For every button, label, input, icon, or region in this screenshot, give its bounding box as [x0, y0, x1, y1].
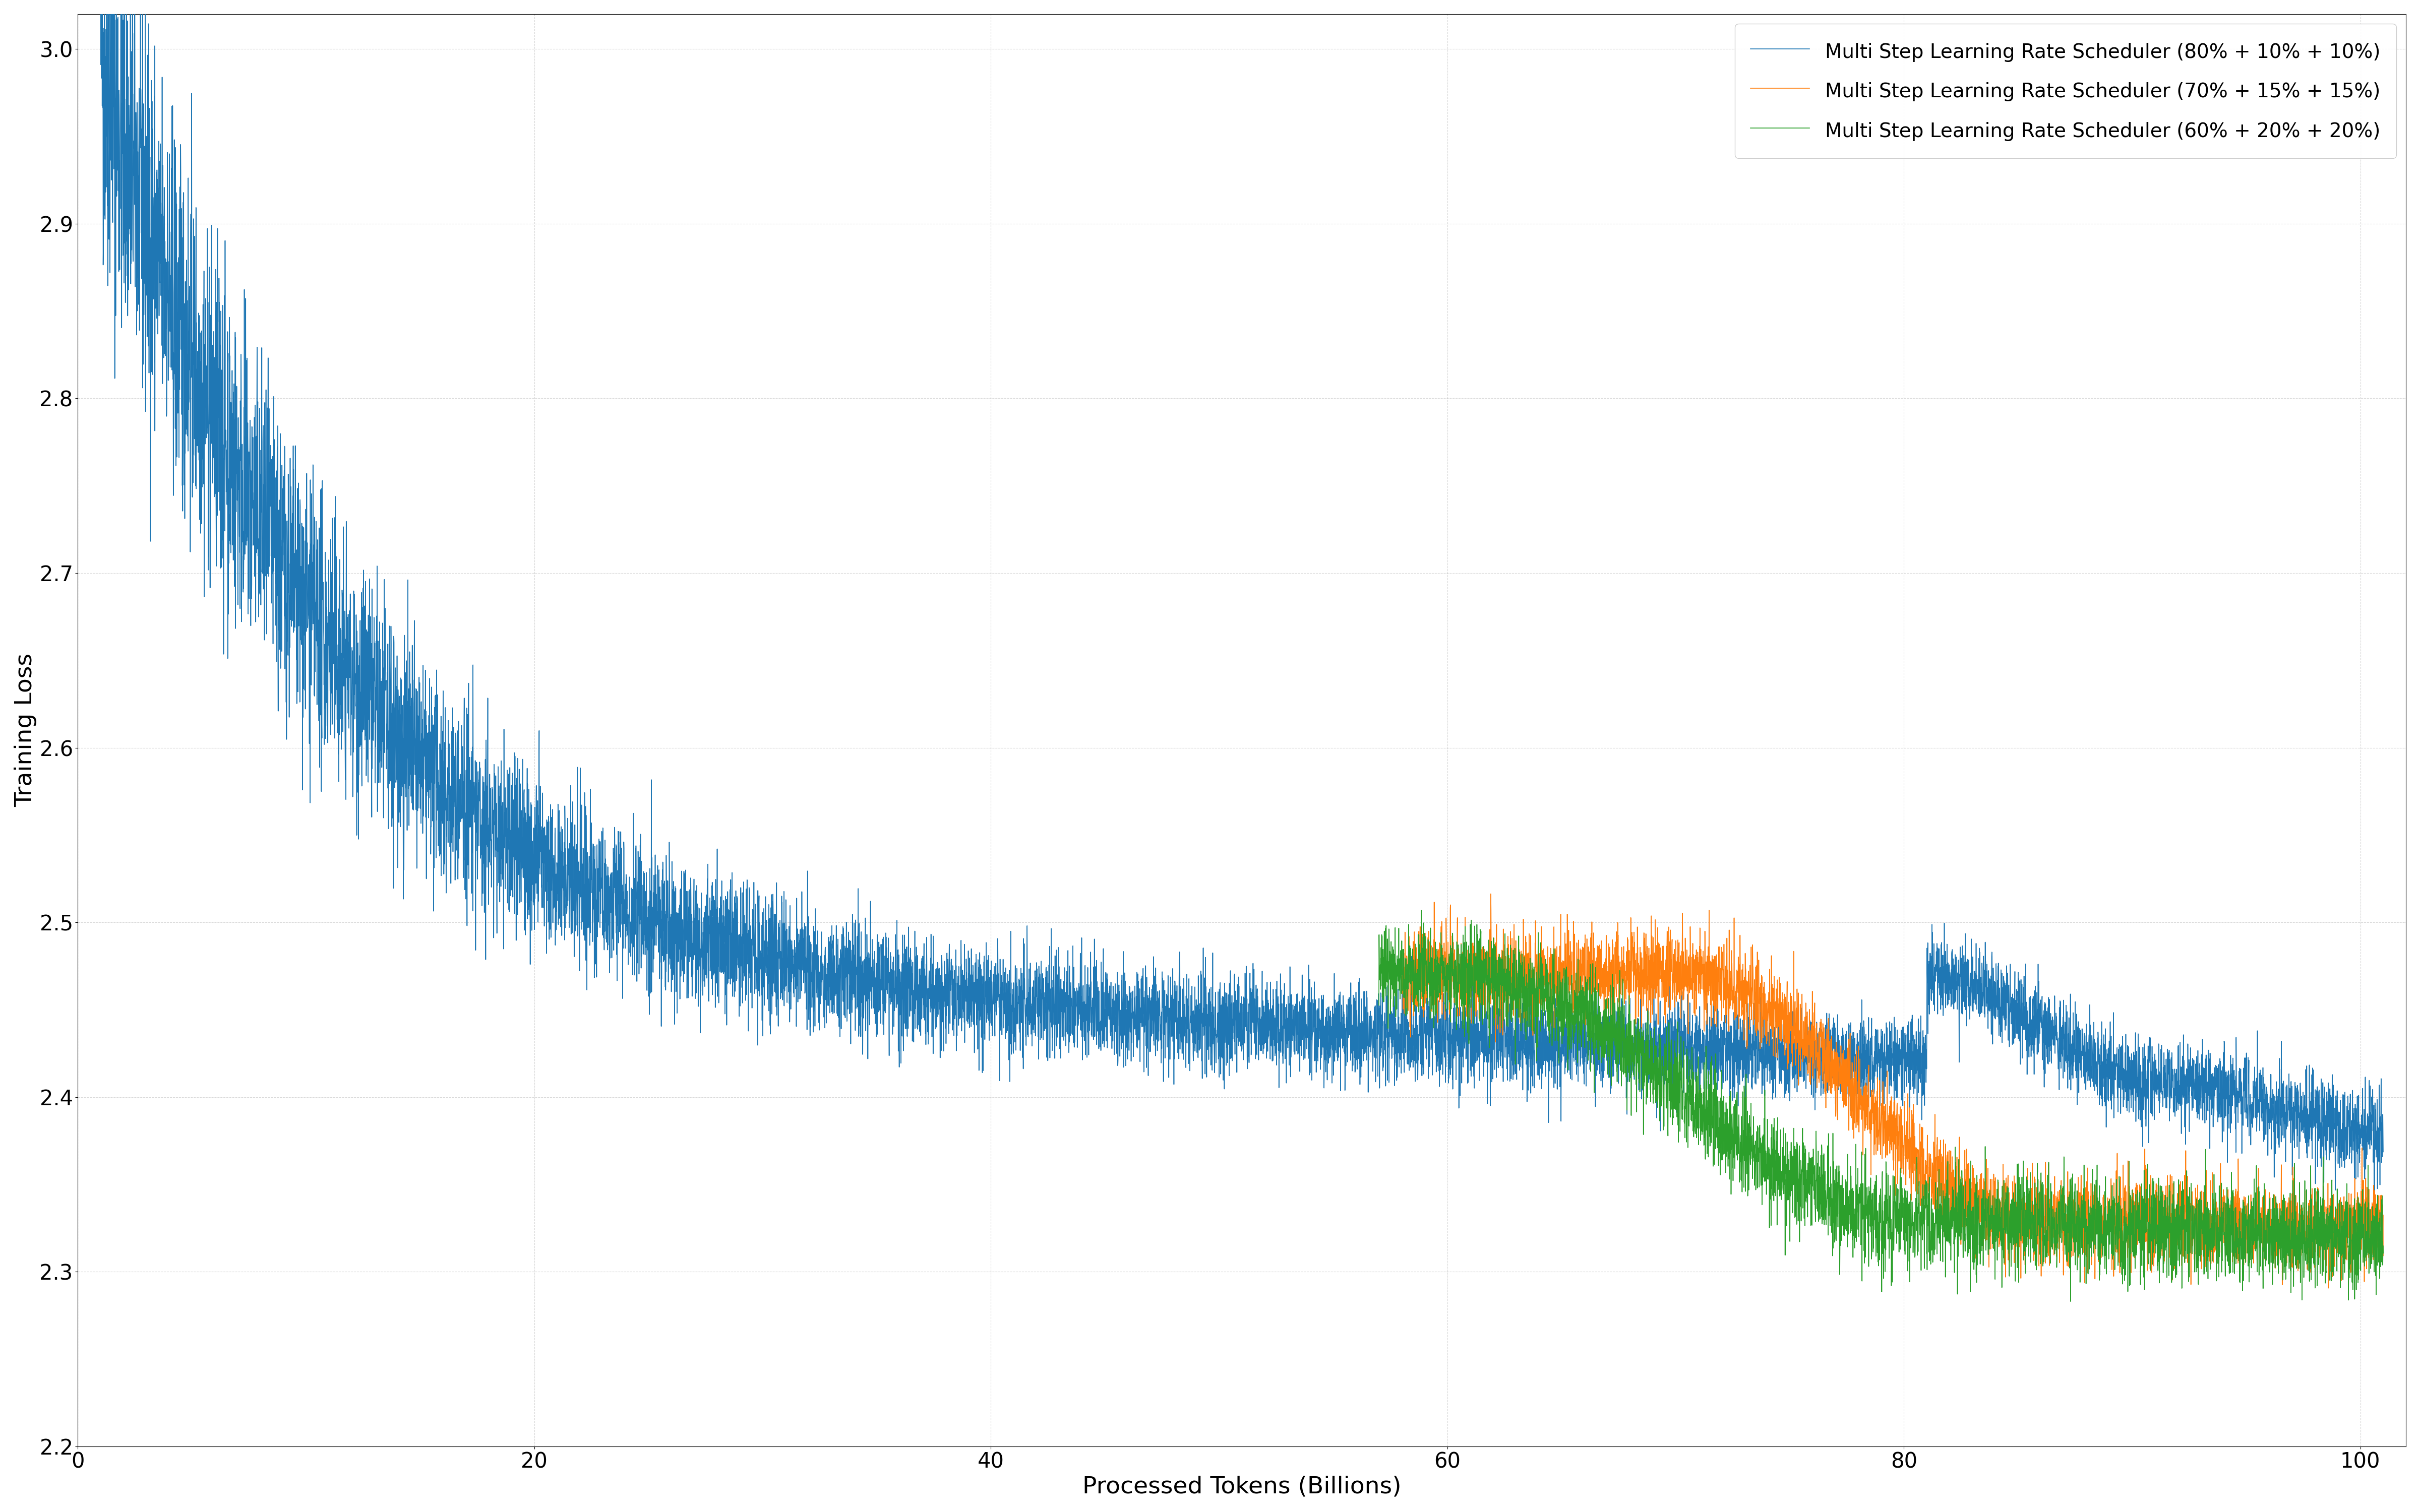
Multi Step Learning Rate Scheduler (70% + 15% + 15%)	[2369, 1207, 2398, 1225]
Multi Step Learning Rate Scheduler (80% + 10% + 10%)	[2369, 1143, 2398, 1161]
Multi Step Learning Rate Scheduler (60% + 20% + 20%)	[1967, 1190, 1996, 1208]
Y-axis label: Training Loss: Training Loss	[15, 653, 36, 807]
Multi Step Learning Rate Scheduler (70% + 15% + 15%)	[1861, 1145, 1890, 1163]
Multi Step Learning Rate Scheduler (80% + 10% + 10%)	[2360, 1185, 2389, 1204]
Line: Multi Step Learning Rate Scheduler (80% + 10% + 10%): Multi Step Learning Rate Scheduler (80% …	[102, 0, 2384, 1194]
Multi Step Learning Rate Scheduler (70% + 15% + 15%)	[1406, 930, 1435, 948]
Multi Step Learning Rate Scheduler (80% + 10% + 10%)	[426, 776, 455, 794]
X-axis label: Processed Tokens (Billions): Processed Tokens (Billions)	[1082, 1476, 1401, 1498]
Multi Step Learning Rate Scheduler (60% + 20% + 20%)	[2190, 1201, 2219, 1219]
Multi Step Learning Rate Scheduler (70% + 15% + 15%)	[1387, 968, 1416, 986]
Legend: Multi Step Learning Rate Scheduler (80% + 10% + 10%), Multi Step Learning Rate S: Multi Step Learning Rate Scheduler (80% …	[1735, 24, 2396, 159]
Multi Step Learning Rate Scheduler (80% + 10% + 10%)	[87, 0, 116, 5]
Multi Step Learning Rate Scheduler (60% + 20% + 20%)	[2057, 1293, 2086, 1311]
Multi Step Learning Rate Scheduler (60% + 20% + 20%)	[2369, 1244, 2398, 1263]
Multi Step Learning Rate Scheduler (70% + 15% + 15%)	[1757, 1004, 1786, 1022]
Multi Step Learning Rate Scheduler (80% + 10% + 10%)	[1287, 1002, 1316, 1021]
Multi Step Learning Rate Scheduler (80% + 10% + 10%)	[1474, 1054, 1503, 1072]
Multi Step Learning Rate Scheduler (60% + 20% + 20%)	[1546, 1009, 1575, 1027]
Multi Step Learning Rate Scheduler (70% + 15% + 15%)	[1878, 1105, 1907, 1123]
Multi Step Learning Rate Scheduler (80% + 10% + 10%)	[1256, 1002, 1285, 1021]
Multi Step Learning Rate Scheduler (60% + 20% + 20%)	[2018, 1191, 2047, 1210]
Multi Step Learning Rate Scheduler (70% + 15% + 15%)	[2314, 1279, 2343, 1297]
Line: Multi Step Learning Rate Scheduler (70% + 15% + 15%): Multi Step Learning Rate Scheduler (70% …	[1401, 894, 2384, 1288]
Multi Step Learning Rate Scheduler (70% + 15% + 15%)	[2330, 1219, 2360, 1237]
Multi Step Learning Rate Scheduler (60% + 20% + 20%)	[1747, 1145, 1776, 1163]
Multi Step Learning Rate Scheduler (80% + 10% + 10%)	[206, 437, 235, 455]
Line: Multi Step Learning Rate Scheduler (60% + 20% + 20%): Multi Step Learning Rate Scheduler (60% …	[1379, 910, 2384, 1302]
Multi Step Learning Rate Scheduler (80% + 10% + 10%)	[678, 912, 707, 930]
Multi Step Learning Rate Scheduler (60% + 20% + 20%)	[1406, 901, 1435, 919]
Multi Step Learning Rate Scheduler (70% + 15% + 15%)	[1692, 971, 1721, 989]
Multi Step Learning Rate Scheduler (70% + 15% + 15%)	[1476, 885, 1505, 903]
Multi Step Learning Rate Scheduler (60% + 20% + 20%)	[1365, 996, 1394, 1015]
Multi Step Learning Rate Scheduler (60% + 20% + 20%)	[2115, 1204, 2144, 1222]
